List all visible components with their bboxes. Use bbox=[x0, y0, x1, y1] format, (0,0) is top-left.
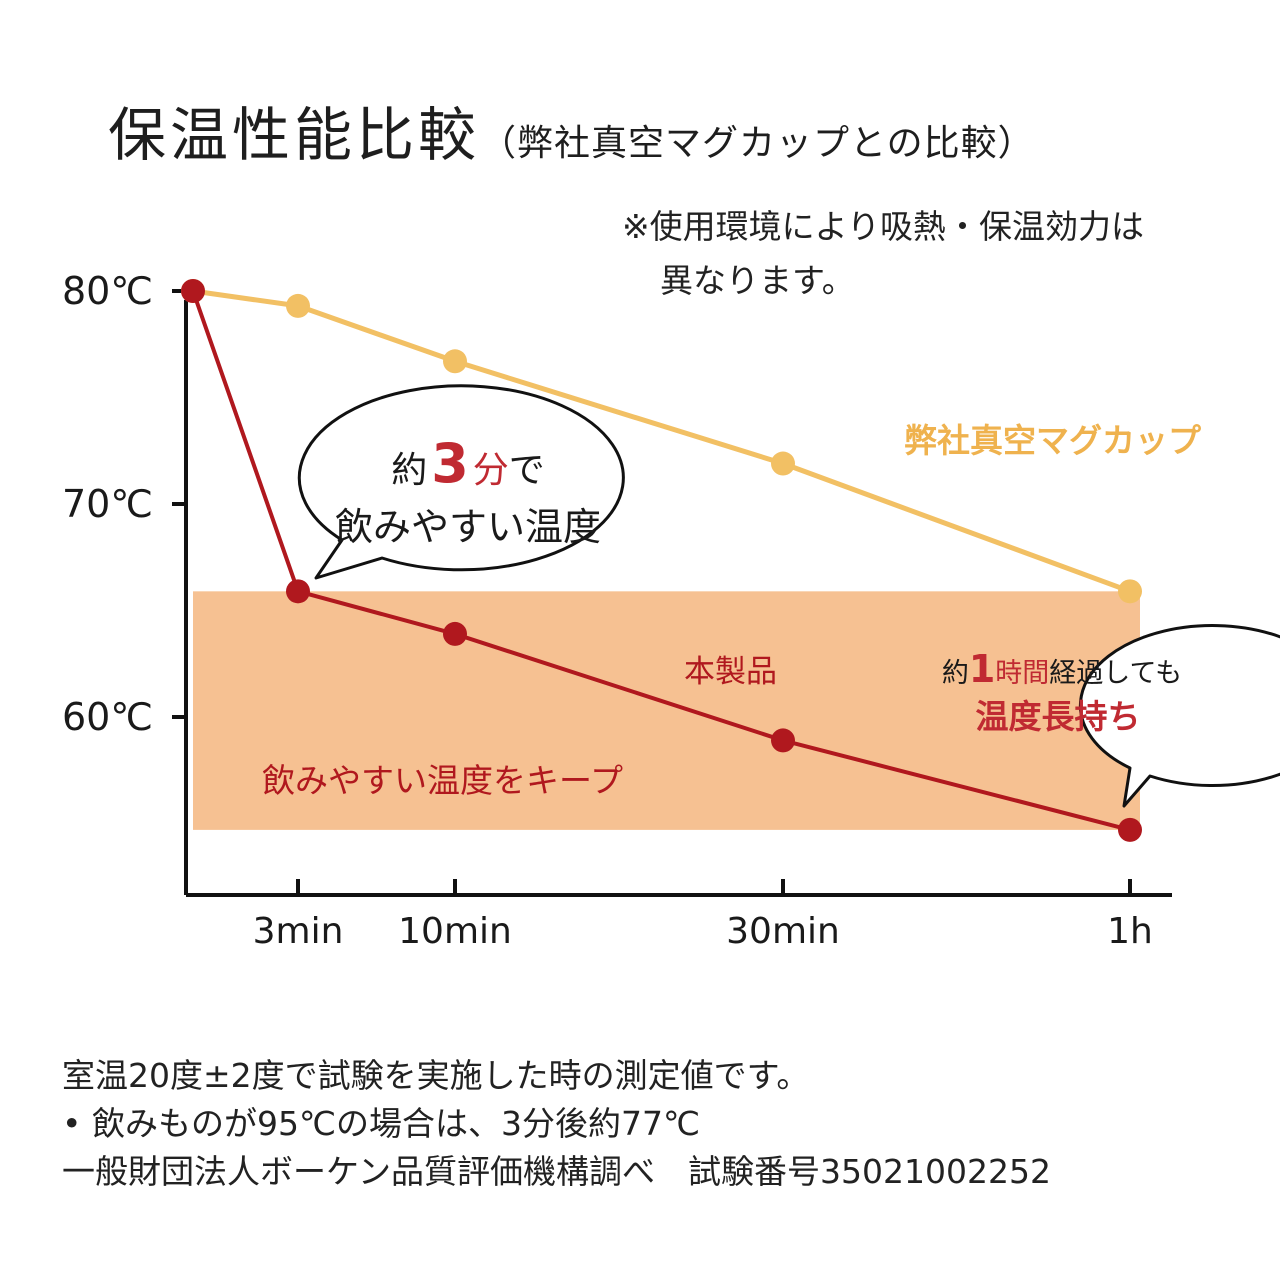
callout-1h-unit: 時間 bbox=[995, 658, 1049, 689]
title-main: 保温性能比較 bbox=[108, 101, 481, 169]
x-tick-label: 1h bbox=[1107, 911, 1153, 952]
mug-series-point bbox=[443, 349, 467, 374]
series-layer bbox=[181, 279, 1142, 842]
callout-1h-line-1: 約1時間経過しても bbox=[942, 647, 1182, 691]
product-series-point bbox=[1118, 817, 1142, 842]
mug-series-point bbox=[771, 451, 795, 476]
axes-layer: 80℃ 70℃ 60℃ 3min 10min 30min 1h bbox=[62, 269, 1172, 952]
callout-1h-text: 経過しても bbox=[1049, 658, 1182, 689]
x-tick-label: 30min bbox=[726, 911, 840, 952]
callout-3min-number: 3 bbox=[431, 432, 469, 495]
product-series-label: 本製品 bbox=[684, 654, 777, 690]
note-line-2: 異なります。 bbox=[660, 261, 855, 300]
footer-line-1: 室温20度±2度で試験を実施した時の測定値です。 bbox=[62, 1056, 810, 1095]
callout-3min-text: で bbox=[509, 450, 545, 491]
callout-1h-text: 約 bbox=[942, 658, 969, 689]
chart-title: 保温性能比較（弊社真空マグカップとの比較） bbox=[108, 88, 1035, 172]
product-series-point bbox=[181, 279, 205, 303]
callout-1h-line-2: 温度長持ち bbox=[976, 697, 1141, 736]
callout-3min-text: 約 bbox=[391, 450, 427, 491]
note-line-1: ※使用環境により吸熱・保温効力は bbox=[622, 207, 1144, 246]
y-tick-label: 60℃ bbox=[62, 695, 153, 739]
footer-notes: 室温20度±2度で試験を実施した時の測定値です。 • 飲みものが95℃の場合は、3… bbox=[62, 1052, 1051, 1196]
product-series-point bbox=[286, 579, 310, 604]
y-tick-label: 80℃ bbox=[62, 269, 153, 313]
x-tick-label: 3min bbox=[253, 911, 344, 952]
product-series-point bbox=[771, 728, 795, 753]
product-series-point bbox=[443, 621, 467, 646]
mug-series-point bbox=[1118, 579, 1142, 604]
mug-series-point bbox=[286, 293, 310, 318]
footer-line-3: 一般財団法人ボーケン品質評価機構調べ 試験番号35021002252 bbox=[62, 1152, 1051, 1191]
title-sub: （弊社真空マグカップとの比較） bbox=[480, 123, 1035, 164]
footer-line-2: • 飲みものが95℃の場合は、3分後約77℃ bbox=[62, 1100, 1051, 1148]
footer-line-2-text: 飲みものが95℃の場合は、3分後約77℃ bbox=[92, 1104, 701, 1143]
x-tick-label: 10min bbox=[398, 911, 512, 952]
callout-3min-line-1: 約3 分で bbox=[391, 432, 545, 495]
callout-3min-unit: 分 bbox=[473, 450, 509, 491]
band-label: 飲みやすい温度をキープ bbox=[262, 761, 623, 800]
callout-1h-bubble bbox=[1078, 624, 1280, 808]
callout-3min-text: 分で bbox=[473, 450, 545, 491]
callout-3min-bubble bbox=[297, 384, 625, 580]
y-tick-label: 70℃ bbox=[62, 482, 153, 526]
mug-series-label: 弊社真空マグカップ bbox=[904, 421, 1202, 460]
bullet-icon: • bbox=[62, 1104, 82, 1143]
usage-note: ※使用環境により吸熱・保温効力は 異なります。 bbox=[622, 200, 1262, 308]
callout-3min-line-2: 飲みやすい温度 bbox=[335, 505, 601, 549]
callout-1h-number: 1 bbox=[969, 647, 995, 691]
